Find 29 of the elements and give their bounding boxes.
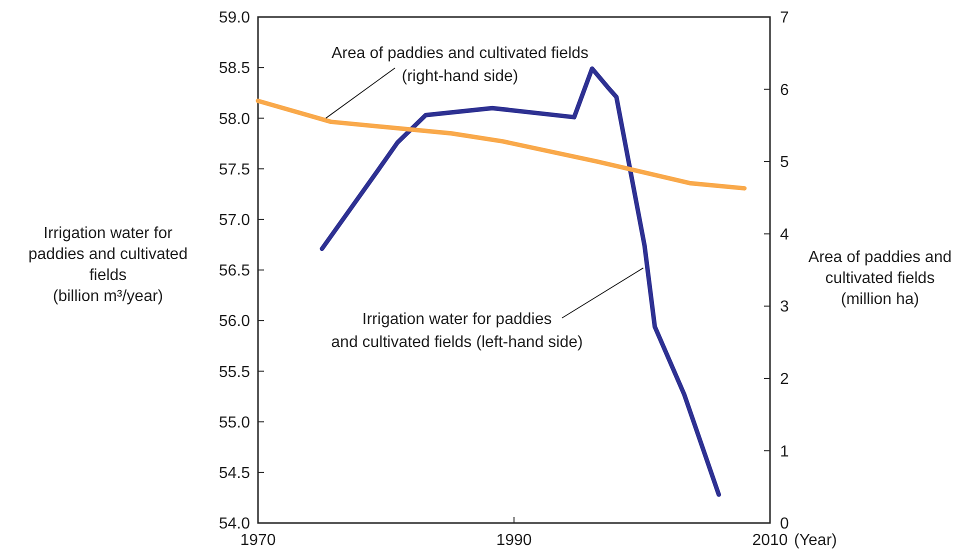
y-tick-label: 56.5 [218,262,250,280]
x-tick-label: 1990 [496,532,532,549]
line-series [256,98,747,191]
y-tick-label: 55.0 [218,414,250,432]
annotation: Irrigation water for paddies and cultivated fields (left-hand side) [331,311,583,351]
y-tick-label: 58.0 [218,110,250,128]
y2-tick-label: 6 [780,82,789,99]
x-axis-title: (Year) [794,532,837,549]
y-tick-label: 56.0 [218,313,250,330]
y2-tick-label: 3 [780,298,789,316]
y2-tick-label: 0 [780,516,789,533]
y-tick-label: 57.5 [218,161,250,178]
x-tick-label: 2010 [752,532,788,549]
y2-tick-label: 5 [780,154,789,172]
annotation: Area of paddies and cultivated fields (right-hand side) [331,45,589,85]
y-tick-label: 59.0 [218,10,250,27]
y2-tick-label: 2 [780,371,789,388]
y2-tick-label: 4 [780,226,789,244]
line-series [320,66,722,497]
y2-axis-title: Area of paddies and cultivated fields (million ha) [808,249,952,308]
y-tick-label: 54.0 [218,516,250,533]
y-axis-title: Irrigation water for paddies and cultivated fields (billion m³/year) [28,225,188,305]
y2-tick-label: 7 [780,10,789,27]
y2-tick-label: 1 [780,443,789,460]
y-tick-label: 55.5 [218,364,250,381]
x-tick-label: 1970 [240,532,276,549]
y-tick-label: 54.5 [218,465,250,482]
y-tick-label: 58.5 [218,60,250,78]
y-tick-label: 57.0 [218,212,250,229]
